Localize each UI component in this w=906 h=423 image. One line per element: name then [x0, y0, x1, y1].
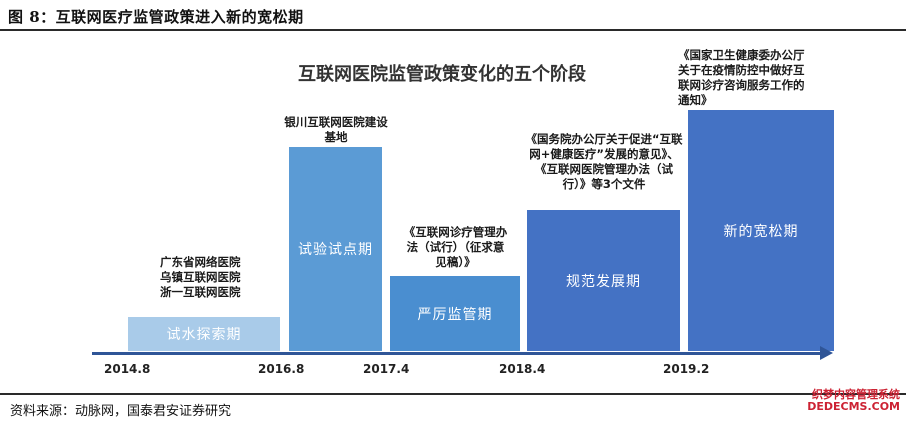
stage-label: 规范发展期 — [566, 273, 641, 290]
top-divider — [0, 29, 906, 31]
timeline-date: 2019.2 — [663, 362, 710, 376]
annotation-standardized-development: 《国务院办公厅关于促进“互联 网+健康医疗”发展的意见》、 《互联网医院管理办法… — [525, 132, 683, 191]
timeline-date: 2017.4 — [363, 362, 410, 376]
stage-label: 试验试点期 — [298, 242, 373, 258]
watermark: 织梦内容管理系统 DEDECMS.COM — [807, 388, 900, 413]
stage-bar-pilot: 试验试点期 — [289, 147, 382, 351]
timeline-date: 2018.4 — [499, 362, 546, 376]
annotation-pilot: 银川互联网医院建设 基地 — [284, 115, 388, 144]
stage-label: 新的宽松期 — [723, 223, 799, 240]
stage-label: 试水探索期 — [166, 327, 242, 343]
stage-label: 严厉监管期 — [417, 306, 493, 323]
source-note: 资料来源：动脉网，国泰君安证券研究 — [10, 404, 232, 419]
bottom-divider — [0, 393, 906, 395]
annotation-exploration: 广东省网络医院 乌镇互联网医院 浙一互联网医院 — [160, 255, 241, 299]
stage-bar-standardized-development: 规范发展期 — [527, 210, 680, 351]
timeline-date: 2016.8 — [258, 362, 305, 376]
timeline-arrowhead — [820, 346, 833, 360]
figure-title: 图 8：互联网医疗监管政策进入新的宽松期 — [8, 8, 304, 26]
annotation-strict-regulation: 《互联网诊疗管理办 法（试行）（征求意 见稿）》 — [403, 225, 508, 269]
timeline-axis — [92, 352, 822, 355]
stage-bar-exploration: 试水探索期 — [128, 317, 280, 351]
stage-bar-new-relaxation: 新的宽松期 — [688, 110, 834, 351]
timeline-date: 2014.8 — [104, 362, 151, 376]
diagram-title: 互联网医院监管政策变化的五个阶段 — [298, 64, 586, 85]
stage-bar-strict-regulation: 严厉监管期 — [390, 276, 520, 351]
annotation-new-relaxation: 《国家卫生健康委办公厅 关于在疫情防控中做好互 联网诊疗咨询服务工作的 通知》 — [678, 48, 805, 107]
